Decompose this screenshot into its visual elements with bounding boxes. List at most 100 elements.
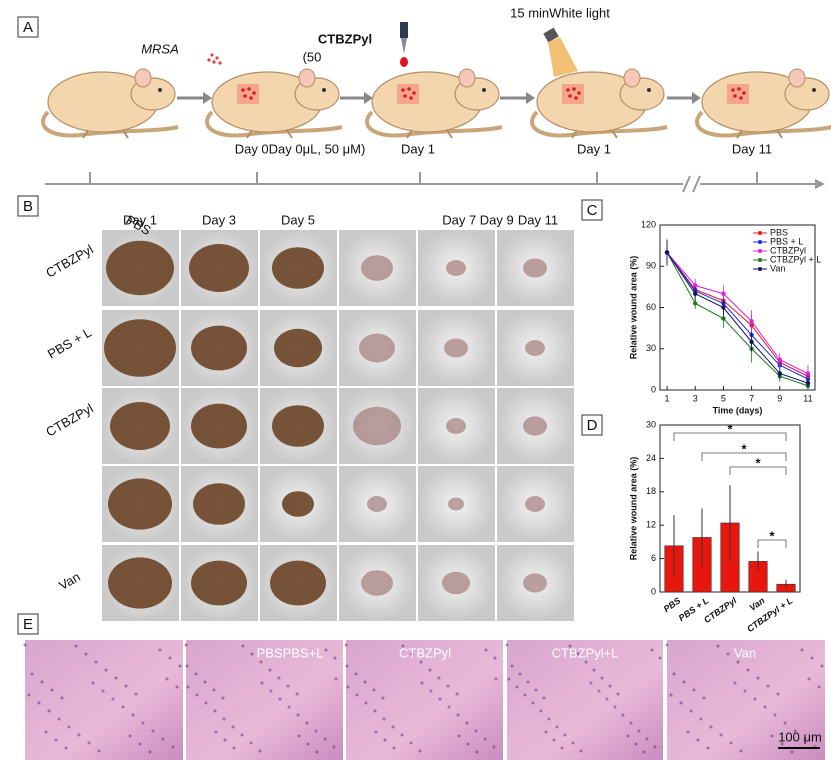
point xyxy=(721,291,726,296)
nucleus xyxy=(716,644,720,648)
column-label: Day 3 xyxy=(202,212,236,227)
nucleus xyxy=(492,745,496,749)
point xyxy=(693,301,698,306)
nucleus xyxy=(518,672,522,676)
nucleus xyxy=(456,713,460,717)
y-tick-label: 0 xyxy=(651,384,656,394)
wound xyxy=(523,258,547,278)
point xyxy=(693,283,698,288)
point xyxy=(749,319,754,324)
nucleus xyxy=(770,734,774,738)
nucleus xyxy=(539,709,543,713)
nucleus xyxy=(484,648,488,652)
wound xyxy=(106,240,174,296)
nucleus xyxy=(466,742,470,746)
nucleus xyxy=(134,692,138,696)
nucleus xyxy=(175,685,179,689)
panel-label: D xyxy=(587,417,598,434)
nucleus xyxy=(374,730,378,734)
nucleus xyxy=(195,693,199,697)
point xyxy=(805,371,811,376)
nucleus xyxy=(305,721,309,725)
nucleus xyxy=(194,672,198,676)
wound xyxy=(361,255,393,281)
point xyxy=(805,380,811,386)
nucleus xyxy=(57,717,61,721)
wound xyxy=(193,483,245,525)
row-label: PBS + L xyxy=(45,325,94,362)
x-tick-label: 9 xyxy=(777,393,782,403)
point xyxy=(664,250,670,255)
histology-image xyxy=(346,640,503,760)
significance-bracket xyxy=(673,432,787,441)
nucleus xyxy=(296,713,300,717)
nucleus xyxy=(213,709,217,713)
nucleus xyxy=(30,672,34,676)
column-label: Day 1 xyxy=(123,212,157,227)
x-tick-label: 5 xyxy=(721,393,726,403)
nucleus xyxy=(148,750,152,754)
wound xyxy=(523,573,547,593)
legend-label: PBS + L xyxy=(770,236,803,246)
legend-marker xyxy=(758,249,762,253)
nucleus xyxy=(699,717,703,721)
nucleus xyxy=(334,677,338,681)
wound xyxy=(272,405,324,447)
nucleus xyxy=(429,689,433,693)
nucleus xyxy=(579,749,583,753)
significance-bracket xyxy=(701,452,787,461)
point xyxy=(749,339,754,345)
nucleus xyxy=(547,717,551,721)
nucleus xyxy=(104,668,108,672)
nucleus xyxy=(542,696,546,700)
nucleus xyxy=(645,737,649,741)
nucleus xyxy=(258,749,262,753)
nucleus xyxy=(84,652,88,656)
nucleus xyxy=(354,672,358,676)
nucleus xyxy=(249,741,253,745)
nucleus xyxy=(608,684,612,688)
nucleus xyxy=(696,738,700,742)
nucleus xyxy=(64,746,68,750)
nucleus xyxy=(807,677,811,681)
nucleus xyxy=(419,660,423,664)
light: 15 minWhite light xyxy=(510,5,610,20)
nucleus xyxy=(776,692,780,696)
wound-photos xyxy=(102,230,574,621)
nucleus xyxy=(373,709,377,713)
wound xyxy=(359,333,395,363)
nucleus xyxy=(507,677,511,681)
nucleus xyxy=(438,697,442,701)
nucleus xyxy=(621,713,625,717)
nucleus xyxy=(616,692,620,696)
nucleus xyxy=(682,680,686,684)
wound xyxy=(523,416,547,436)
significance-label: * xyxy=(741,441,747,456)
image-label: Van xyxy=(734,645,756,660)
nucleus xyxy=(50,688,54,692)
series-line xyxy=(666,252,809,380)
nucleus xyxy=(391,725,395,729)
panel-box xyxy=(581,414,603,436)
nucleus xyxy=(756,676,760,680)
nucleus xyxy=(111,697,115,701)
nucleus xyxy=(323,737,327,741)
nucleus xyxy=(241,644,245,648)
nucleus xyxy=(605,697,609,701)
timepoint: Day 1 xyxy=(401,141,435,156)
nucleus xyxy=(151,729,155,733)
image-label: CTBZPyl+L xyxy=(552,645,619,660)
agent: CTBZPyl xyxy=(318,31,372,46)
series-line xyxy=(666,252,809,374)
nucleus xyxy=(295,692,299,696)
x-tick-label: 3 xyxy=(693,393,698,403)
y-tick-label: 30 xyxy=(646,419,656,429)
nucleus xyxy=(753,697,757,701)
nucleus xyxy=(526,680,530,684)
legend-marker xyxy=(758,258,762,262)
nucleus xyxy=(568,644,572,648)
y-tick-label: 24 xyxy=(646,453,656,463)
column-label: Day 5 xyxy=(281,212,315,227)
timepoint: Day 1 xyxy=(577,141,611,156)
nucleus xyxy=(114,676,118,680)
